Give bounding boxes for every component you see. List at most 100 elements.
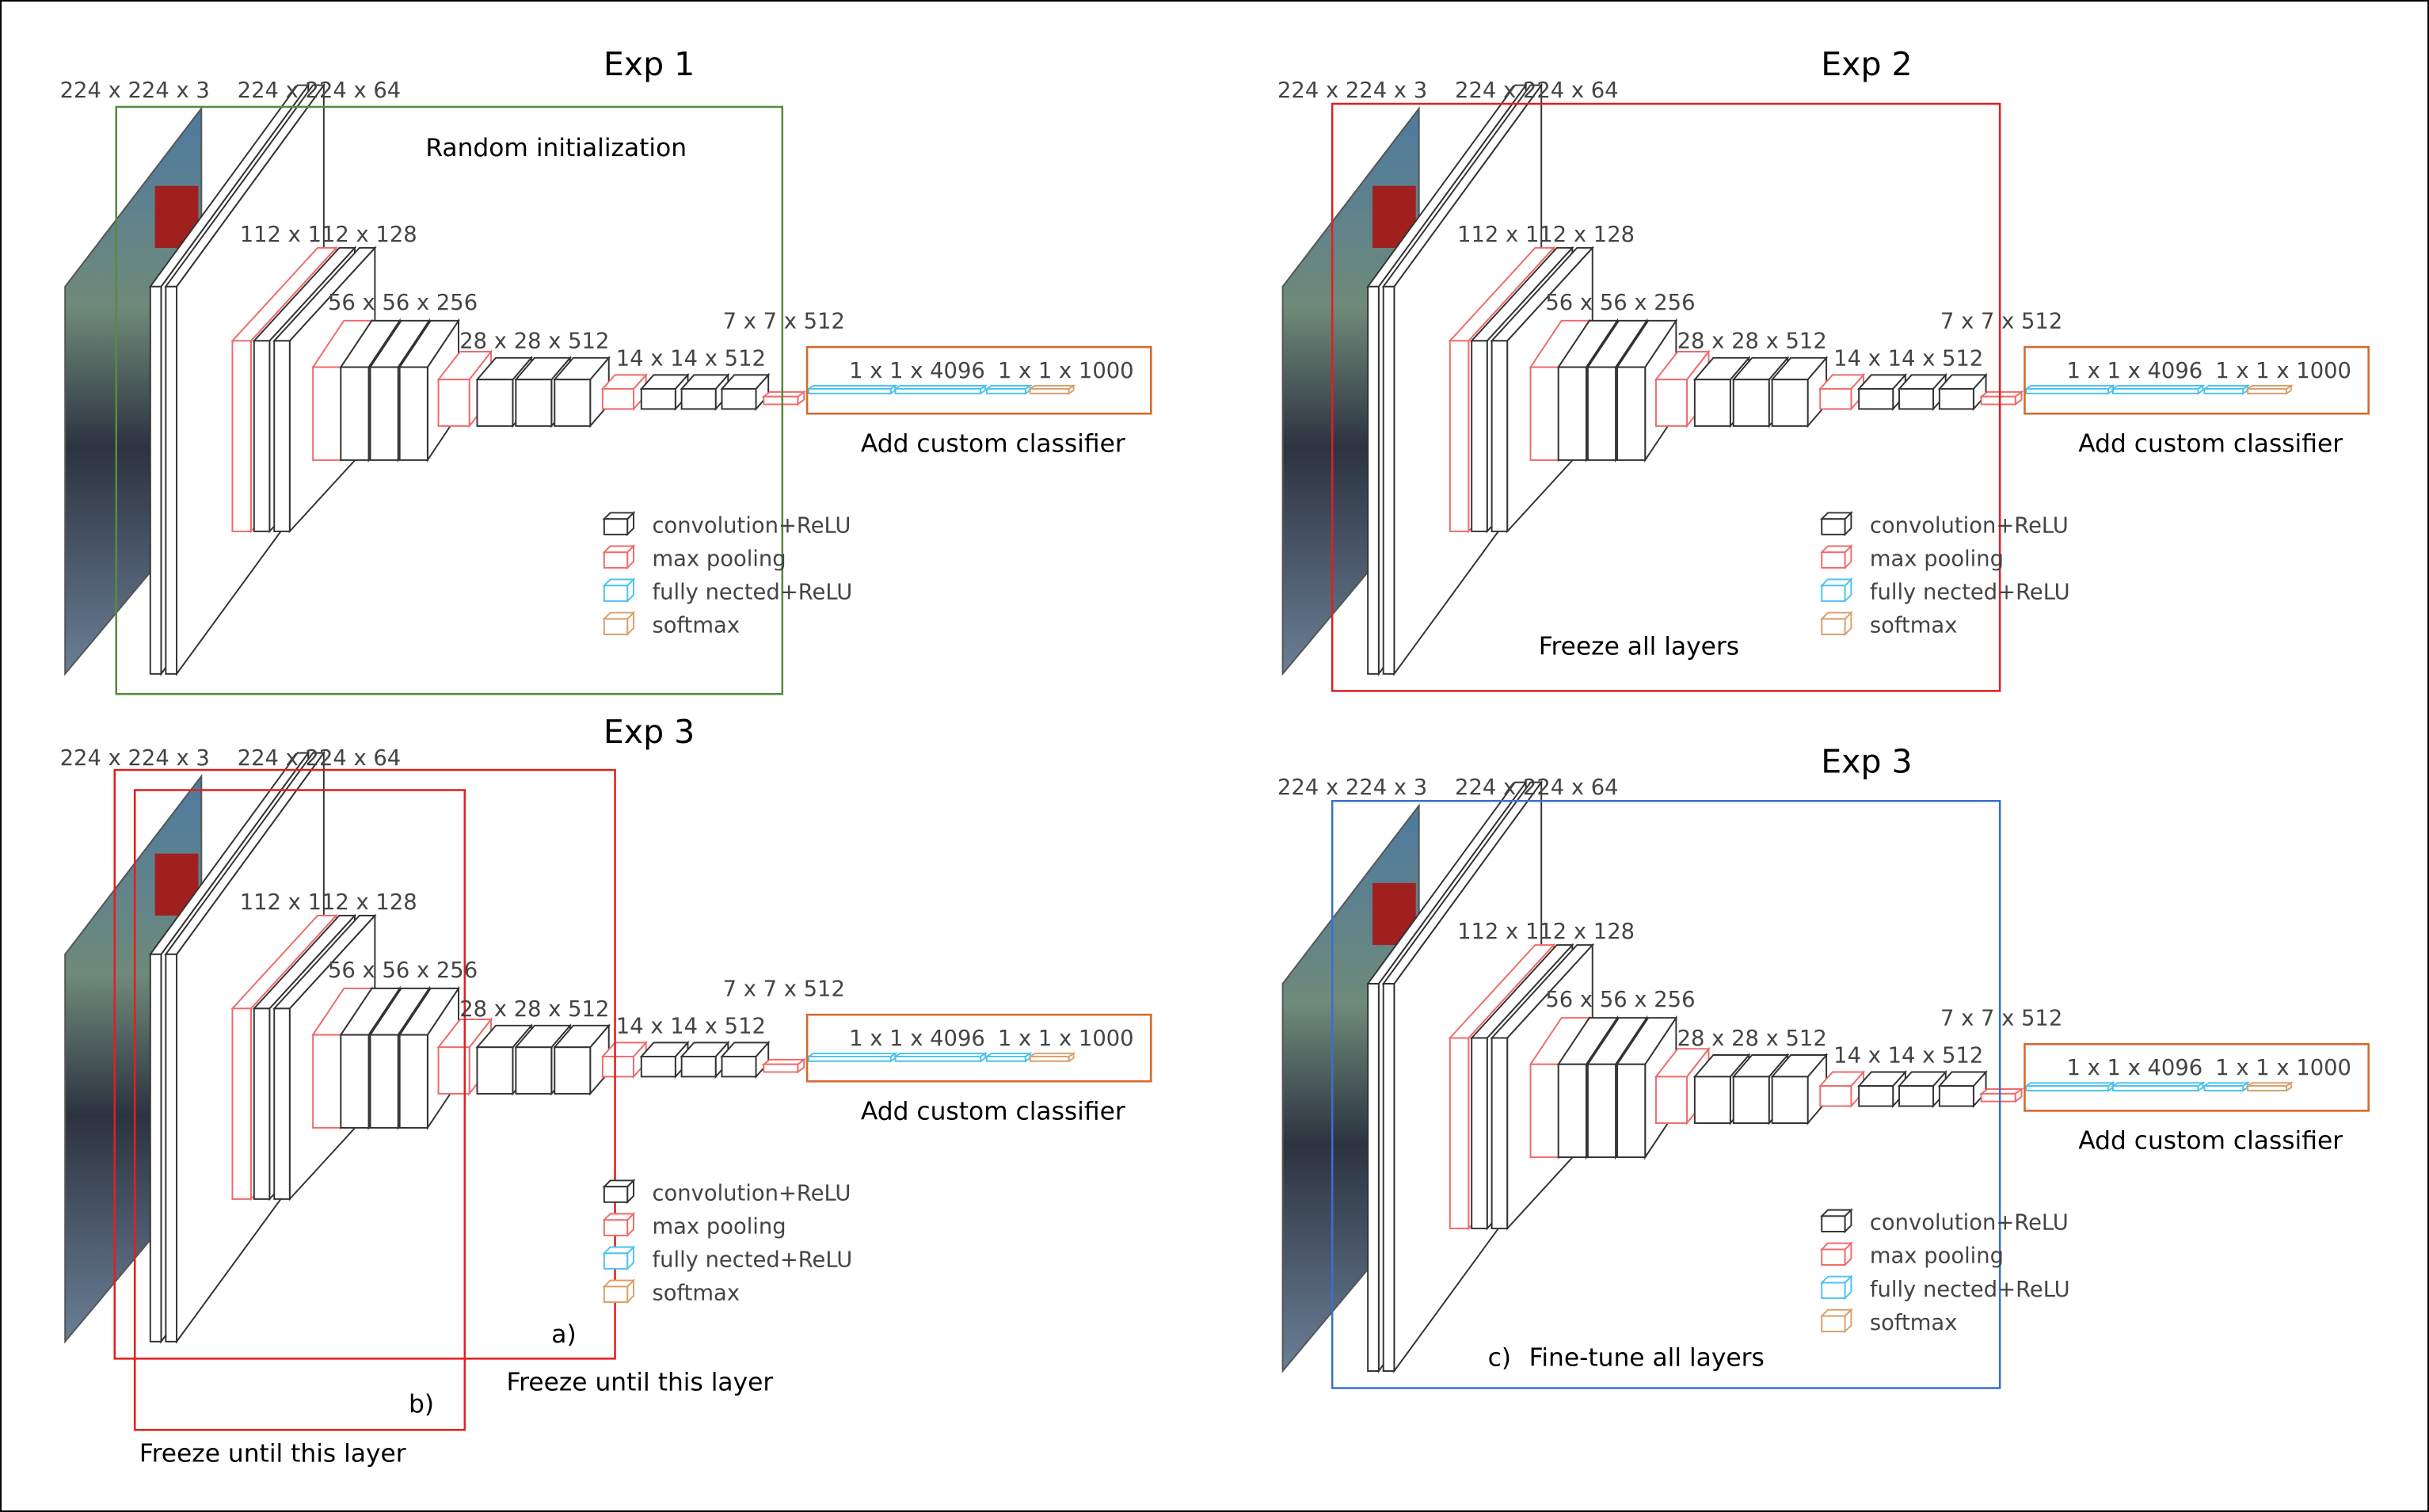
- layer-dim: 7 x 7 x 512: [1940, 1007, 2062, 1031]
- classifier-note: Add custom classifier: [2078, 429, 2343, 458]
- layer-front: [273, 1007, 291, 1200]
- layer-front: [1491, 1037, 1509, 1230]
- layer-front: [340, 366, 370, 461]
- layer-front: [437, 379, 470, 427]
- legend-label: convolution+ReLU: [1870, 514, 2069, 539]
- layer-front: [231, 1007, 252, 1200]
- layer-dim: 7 x 7 x 512: [723, 977, 845, 1001]
- layer-dim: 224 x 224 x 64: [1455, 775, 1619, 800]
- layer-front: [763, 395, 799, 406]
- layer-top: [1819, 512, 1853, 520]
- layer-front: [398, 366, 428, 461]
- layer-front: [1821, 618, 1846, 635]
- layer-front: [273, 340, 291, 532]
- layer-front: [1491, 340, 1509, 532]
- classifier-dim: 1 x 1 x 1000: [998, 1026, 1134, 1051]
- layer-front: [1821, 585, 1846, 602]
- layer-front: [894, 1055, 982, 1062]
- layer-front: [1529, 366, 1559, 461]
- layer-front: [149, 285, 162, 675]
- layer-front: [1471, 340, 1488, 532]
- layer-top: [602, 512, 636, 520]
- layer-front: [680, 387, 717, 410]
- panel: Exp 3 224 x 224 x 3 224 x 224 x 64 112 x 11…: [1277, 742, 2370, 1389]
- layer-dim: 112 x 112 x 128: [240, 223, 417, 247]
- layer-dim: 14 x 14 x 512: [616, 346, 766, 371]
- layer-front: [398, 1034, 428, 1129]
- layer-front: [2111, 1085, 2199, 1091]
- layer-front: [2247, 1085, 2287, 1091]
- layer-front: [603, 518, 629, 535]
- layer-front: [1654, 379, 1688, 427]
- classifier-dim: 1 x 1 x 4096: [849, 359, 985, 383]
- layer-dim: 28 x 28 x 512: [1677, 1026, 1827, 1051]
- layer-dim: 28 x 28 x 512: [459, 997, 609, 1022]
- layer-front: [1858, 1085, 1894, 1107]
- layer-front: [476, 1046, 514, 1095]
- experiment-frame: [115, 105, 784, 695]
- classifier-dim: 1 x 1 x 4096: [2066, 359, 2202, 383]
- layer-dim: 14 x 14 x 512: [616, 1014, 766, 1038]
- annotation: a): [551, 1320, 576, 1349]
- panel-title: Exp 2: [1821, 45, 1913, 83]
- legend-label: convolution+ReLU: [652, 514, 851, 539]
- annotation: Random initialization: [425, 134, 687, 162]
- layer-front: [253, 340, 271, 532]
- panel-title: Exp 3: [1821, 742, 1913, 780]
- layer-front: [1367, 983, 1380, 1372]
- layer-dim: 112 x 112 x 128: [240, 890, 417, 915]
- annotation: Freeze until this layer: [506, 1369, 773, 1397]
- panel-title: Exp 1: [603, 45, 695, 83]
- classifier-note: Add custom classifier: [861, 429, 1125, 458]
- layer-front: [515, 1046, 553, 1095]
- layer-dim: 224 x 224 x 64: [238, 746, 402, 771]
- panel-title: Exp 3: [603, 713, 695, 751]
- layer-top: [1819, 545, 1853, 554]
- layer-dim: 56 x 56 x 256: [1545, 988, 1695, 1012]
- layer-front: [1616, 366, 1647, 461]
- layer-front: [1898, 1085, 1935, 1107]
- layer-top: [1819, 1242, 1853, 1251]
- legend-label: fully nected+ReLU: [1870, 581, 2070, 605]
- layer-front: [476, 379, 514, 427]
- classifier-note: Add custom classifier: [2078, 1127, 2343, 1156]
- classifier-frame: [805, 345, 1152, 415]
- layer-front: [1586, 1063, 1617, 1159]
- experiment-frame: [1331, 102, 2001, 692]
- annotation: c): [1488, 1343, 1511, 1372]
- layer-front: [894, 387, 982, 394]
- layer-front: [721, 1055, 757, 1078]
- layer-front: [1029, 387, 1070, 394]
- layer-front: [1693, 379, 1731, 427]
- layer-front: [1529, 1063, 1559, 1159]
- annotation: Freeze until this layer: [139, 1440, 406, 1468]
- legend-label: max pooling: [652, 547, 786, 572]
- layer-front: [1858, 387, 1894, 410]
- legend-label: softmax: [1870, 614, 1958, 638]
- layer-top: [602, 1213, 636, 1221]
- layer-top: [602, 1279, 636, 1288]
- layer-dim: 56 x 56 x 256: [328, 958, 478, 983]
- annotation: Freeze all layers: [1539, 633, 1739, 661]
- layer-front: [1693, 1076, 1731, 1125]
- layer-front: [1616, 1063, 1647, 1159]
- layer-dim: 28 x 28 x 512: [459, 329, 609, 354]
- layer-front: [1821, 1282, 1846, 1300]
- layer-front: [985, 387, 1026, 394]
- layer-top: [1819, 578, 1853, 587]
- layer-front: [1821, 1315, 1846, 1333]
- layer-dim: 56 x 56 x 256: [328, 291, 478, 315]
- layer-top: [1819, 1209, 1853, 1217]
- layer-dim: 112 x 112 x 128: [1457, 223, 1635, 247]
- layer-top: [1819, 1308, 1853, 1317]
- layer-front: [603, 1186, 629, 1203]
- layer-front: [808, 387, 892, 394]
- layer-front: [2025, 387, 2110, 394]
- layer-front: [1654, 1076, 1688, 1125]
- layer-front: [1557, 1063, 1587, 1159]
- layer-front: [340, 1034, 370, 1129]
- layer-front: [603, 1219, 629, 1236]
- layer-front: [1898, 387, 1935, 410]
- legend-label: max pooling: [1870, 1244, 2004, 1269]
